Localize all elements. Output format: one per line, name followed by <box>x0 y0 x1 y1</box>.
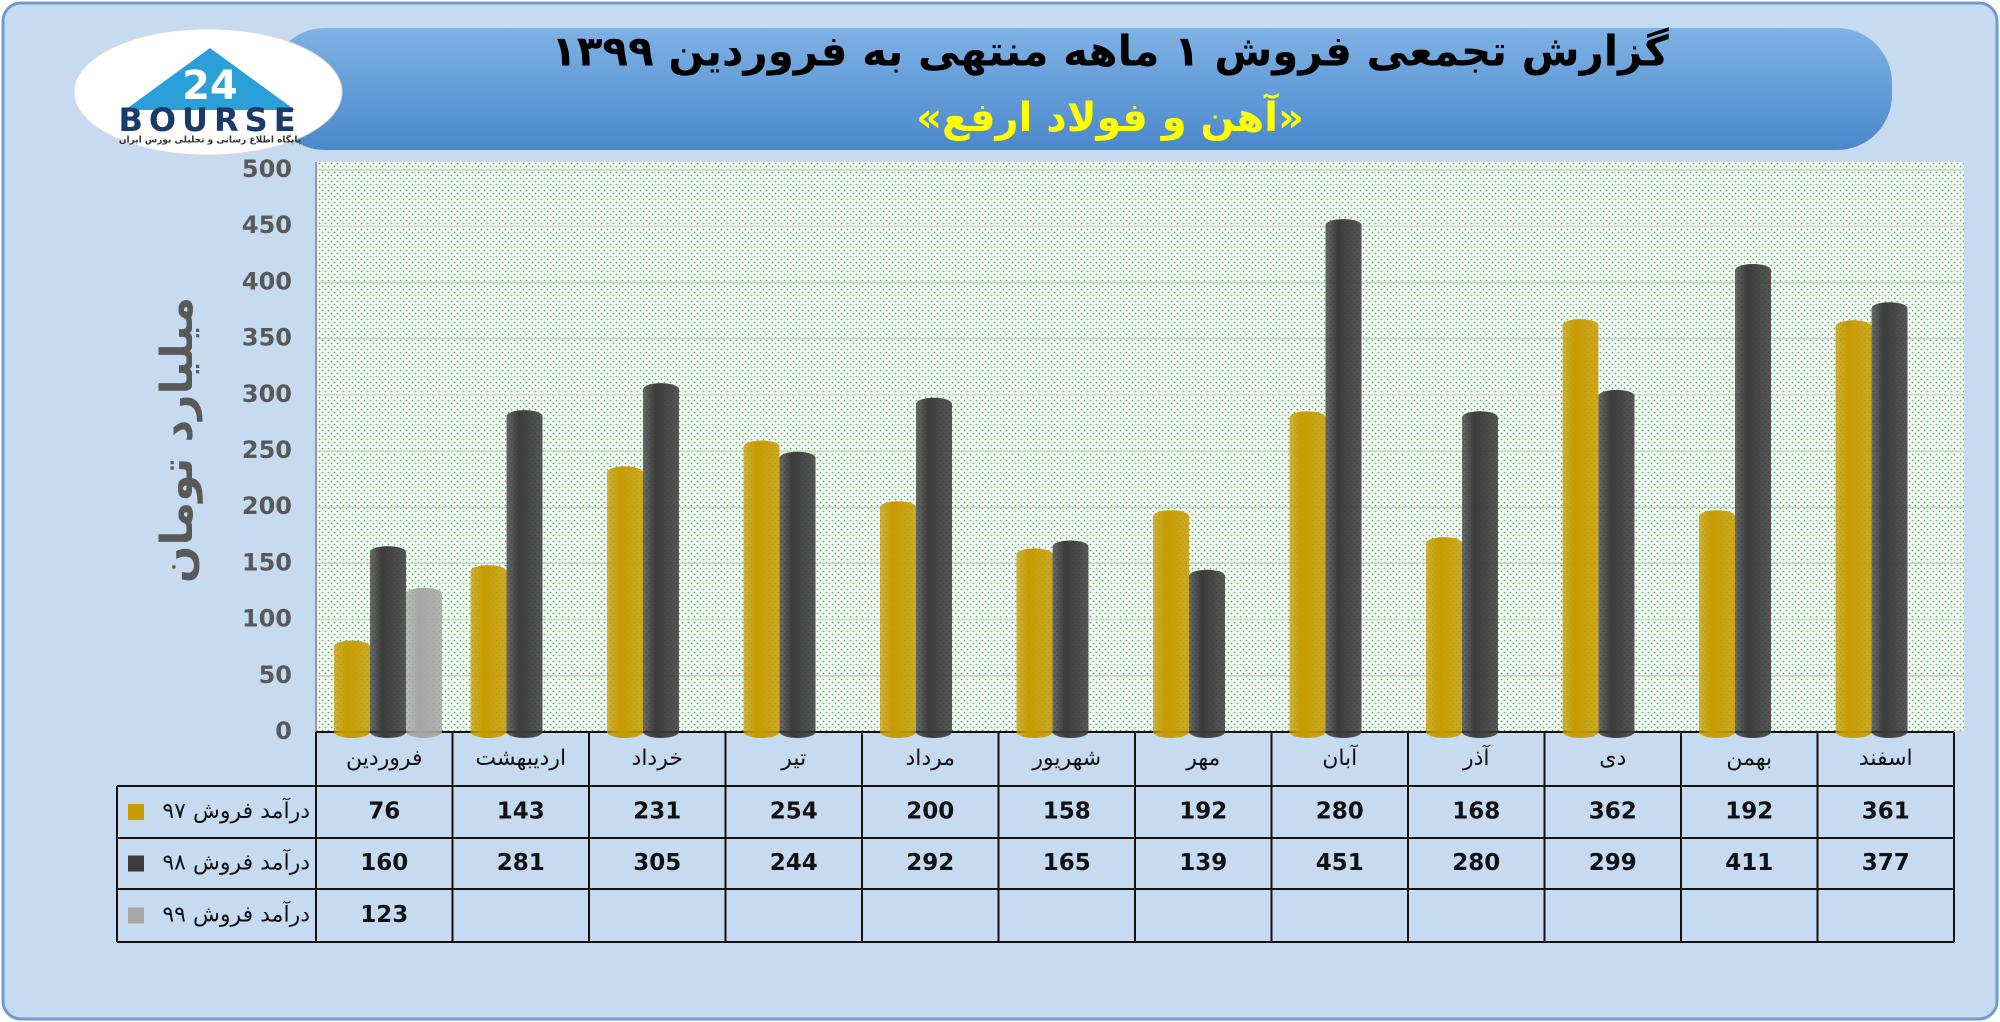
table-value: 377 <box>1862 850 1910 876</box>
bar <box>743 440 780 738</box>
plot-area <box>316 162 1964 732</box>
table-value: 168 <box>1452 799 1500 825</box>
bar <box>1699 510 1735 738</box>
legend-label: درآمد فروش ۹۹ <box>162 901 310 928</box>
legend-swatch <box>128 855 144 872</box>
x-tick-label: فروردین <box>346 746 423 771</box>
chart-subtitle: «آهن و فولاد ارفع» <box>916 92 1304 141</box>
table-value: 143 <box>497 799 545 825</box>
table-value: 160 <box>360 850 408 876</box>
table-value: 76 <box>368 799 400 825</box>
table-value: 280 <box>1316 799 1364 825</box>
legend-swatch <box>128 907 144 924</box>
bar <box>1016 548 1053 738</box>
table-value: 200 <box>906 799 954 825</box>
y-tick-label: 300 <box>242 380 292 408</box>
bar <box>1835 320 1872 738</box>
bar <box>1153 510 1189 738</box>
logo-tagline: پایگاه اطلاع رسانی و تحلیلی بورس ایران <box>119 134 301 146</box>
bar <box>334 640 370 738</box>
table-value: 281 <box>497 850 545 876</box>
y-tick-label: 150 <box>242 548 292 576</box>
table-value: 361 <box>1862 799 1910 825</box>
legend-label: درآمد فروش ۹۷ <box>162 797 310 824</box>
table-value: 411 <box>1725 850 1773 876</box>
table-value: 165 <box>1043 850 1091 876</box>
table-value: 280 <box>1452 850 1500 876</box>
y-tick-label: 450 <box>242 211 292 239</box>
bar <box>1052 540 1089 738</box>
x-tick-label: اسفند <box>1859 746 1913 771</box>
table-value: 299 <box>1589 850 1637 876</box>
bar <box>1462 411 1498 738</box>
x-tick-label: مهر <box>1185 746 1220 771</box>
x-tick-label: آبان <box>1322 744 1358 771</box>
table-value: 123 <box>360 902 408 928</box>
y-tick-label: 500 <box>242 155 292 183</box>
x-tick-label: مرداد <box>905 746 955 771</box>
logo-triangle <box>125 48 295 110</box>
y-tick-label: 400 <box>242 267 292 295</box>
table-value: 139 <box>1179 850 1227 876</box>
table-value: 451 <box>1316 850 1364 876</box>
table-value: 158 <box>1043 799 1091 825</box>
bar <box>370 546 406 738</box>
table-value: 192 <box>1179 799 1227 825</box>
y-tick-label: 200 <box>242 492 292 520</box>
y-axis-label: میلیارد تومان <box>152 297 203 583</box>
bar <box>406 587 442 738</box>
bar <box>1562 319 1599 738</box>
bar <box>470 565 507 738</box>
bar <box>1735 264 1771 738</box>
bar <box>916 397 952 738</box>
x-tick-label: دی <box>1599 746 1626 771</box>
bar <box>880 501 916 738</box>
table-value: 362 <box>1589 799 1637 825</box>
x-tick-label: شهریور <box>1031 746 1101 771</box>
bar <box>1598 389 1635 738</box>
logo-number: 24 <box>182 63 238 109</box>
bar <box>1426 537 1462 738</box>
legend-swatch <box>128 804 144 820</box>
table-value: 254 <box>770 799 818 825</box>
table-value: 192 <box>1725 799 1773 825</box>
table-value: 244 <box>770 850 818 876</box>
bar <box>643 383 679 738</box>
logo: 24 BOURSE پایگاه اطلاع رسانی و تحلیلی بو… <box>73 28 343 156</box>
x-tick-label: آذر <box>1462 744 1490 771</box>
bar <box>1325 219 1362 738</box>
y-tick-label: 0 <box>275 717 292 745</box>
x-tick-label: خرداد <box>632 746 683 771</box>
title-banner <box>270 28 1892 150</box>
bar <box>506 410 543 738</box>
bar <box>607 466 643 738</box>
y-tick-label: 100 <box>242 605 292 633</box>
table-value: 292 <box>906 850 954 876</box>
y-tick-label: 250 <box>242 436 292 464</box>
logo-name: BOURSE <box>118 101 301 139</box>
y-tick-label: 50 <box>259 661 292 689</box>
chart-title: گزارش تجمعی فروش ۱ ماهه منتهی به فروردین… <box>551 27 1669 77</box>
table-value: 305 <box>633 850 681 876</box>
table-value: 231 <box>633 799 681 825</box>
bar <box>1189 569 1225 738</box>
x-tick-label: بهمن <box>1726 746 1772 771</box>
legend-label: درآمد فروش ۹۸ <box>162 849 310 876</box>
x-tick-label: تیر <box>780 746 806 771</box>
y-tick-label: 350 <box>242 324 292 352</box>
bar <box>1289 411 1326 738</box>
x-tick-label: اردیبهشت <box>475 746 566 771</box>
bar <box>779 451 816 738</box>
bar <box>1871 302 1908 738</box>
